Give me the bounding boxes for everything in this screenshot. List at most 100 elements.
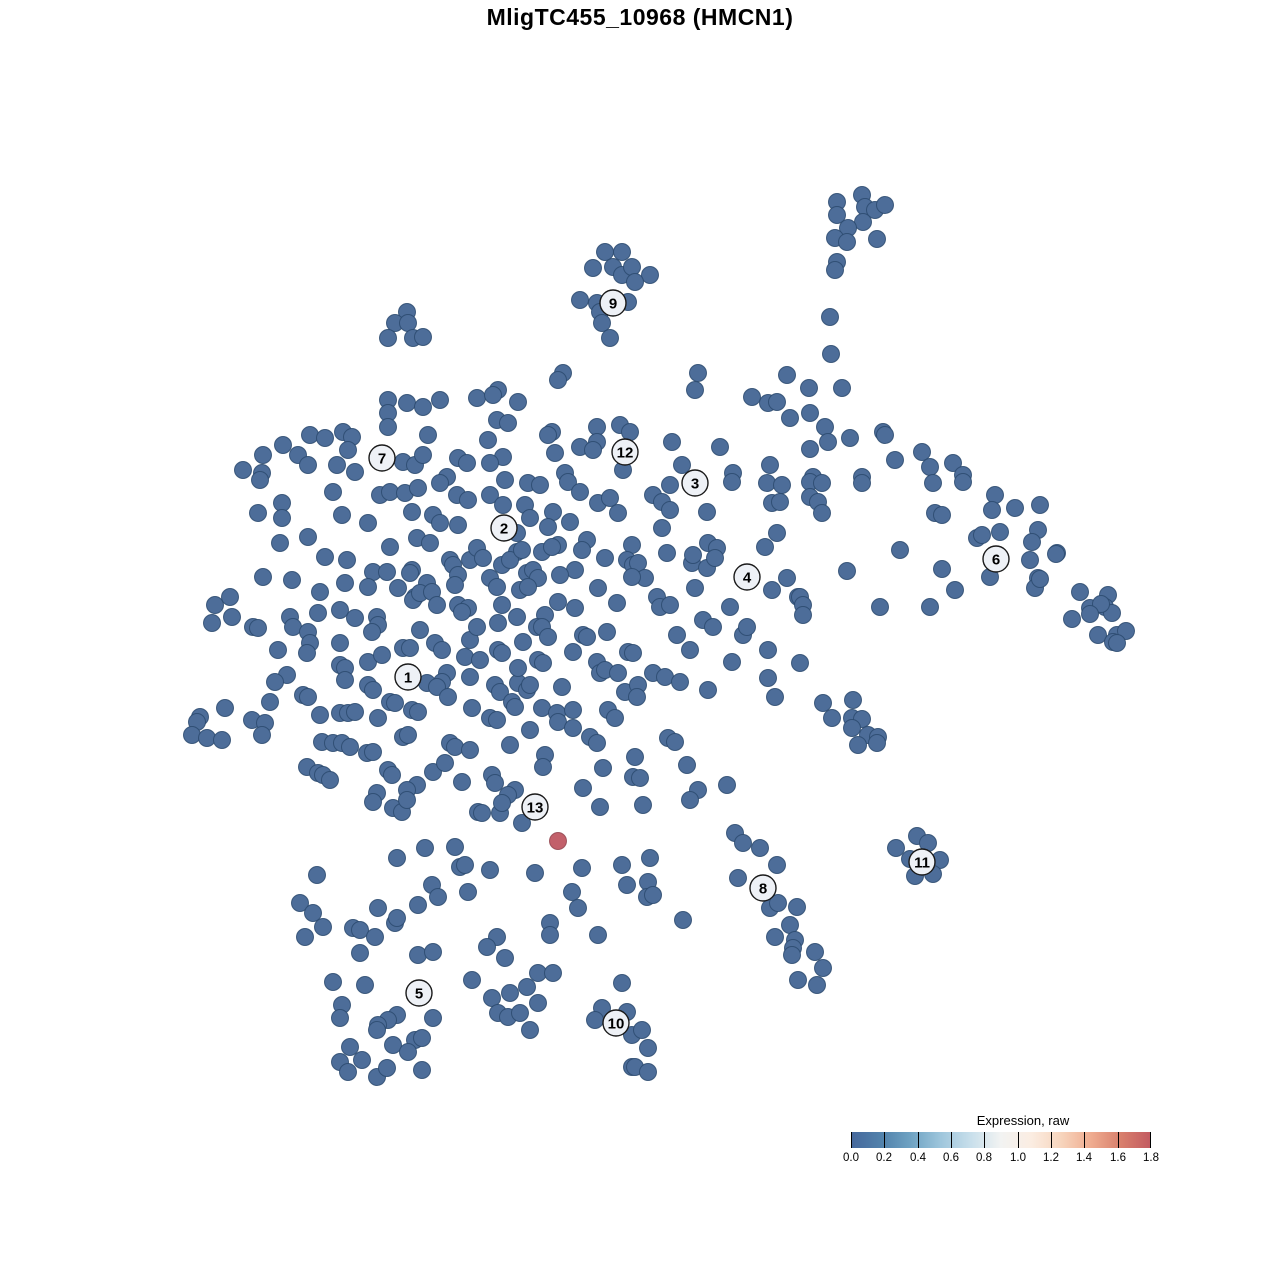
data-point [296, 928, 314, 946]
data-point [564, 719, 582, 737]
legend-tick-mark [1084, 1132, 1085, 1148]
data-point [553, 678, 571, 696]
data-point [588, 734, 606, 752]
data-point [399, 314, 417, 332]
data-point [486, 774, 504, 792]
legend-tick-mark [1018, 1132, 1019, 1148]
legend-tick-label: 1.4 [1076, 1152, 1092, 1164]
data-point [1006, 499, 1024, 517]
data-point [456, 856, 474, 874]
data-point [768, 524, 786, 542]
data-point [544, 964, 562, 982]
data-point [521, 676, 539, 694]
data-point [283, 571, 301, 589]
data-point [686, 579, 704, 597]
data-point [801, 404, 819, 422]
data-point [513, 814, 531, 832]
data-point [933, 560, 951, 578]
legend-tick-label: 1.8 [1143, 1152, 1159, 1164]
data-point [589, 926, 607, 944]
data-point [384, 1036, 402, 1054]
data-point [738, 618, 756, 636]
data-point [778, 366, 796, 384]
data-point [414, 446, 432, 464]
data-point [449, 516, 467, 534]
data-point [386, 694, 404, 712]
data-point [333, 506, 351, 524]
data-point [414, 328, 432, 346]
cluster-label-circle [611, 438, 639, 466]
data-point [838, 233, 856, 251]
data-point [338, 551, 356, 569]
data-point [266, 673, 284, 691]
data-point [801, 440, 819, 458]
data-point [778, 569, 796, 587]
data-point [341, 738, 359, 756]
data-point [309, 604, 327, 622]
data-point [473, 804, 491, 822]
data-point [886, 451, 904, 469]
data-point [398, 394, 416, 412]
data-point [378, 563, 396, 581]
data-point [814, 959, 832, 977]
data-point [686, 381, 704, 399]
data-point [578, 628, 596, 646]
data-point [429, 888, 447, 906]
data-point [493, 596, 511, 614]
data-point [571, 483, 589, 501]
data-point [566, 561, 584, 579]
data-point [428, 596, 446, 614]
data-point [458, 454, 476, 472]
data-point [594, 759, 612, 777]
data-point [526, 864, 544, 882]
data-point [506, 698, 524, 716]
data-point [346, 463, 364, 481]
data-point [431, 391, 449, 409]
data-point [613, 243, 631, 261]
data-point [388, 849, 406, 867]
data-point [633, 1021, 651, 1039]
data-point [983, 501, 1001, 519]
data-point [769, 894, 787, 912]
cluster-label-text: 4 [743, 569, 752, 586]
data-point [789, 971, 807, 989]
data-point [668, 626, 686, 644]
cluster-label-circle [602, 1009, 630, 1037]
data-point [431, 474, 449, 492]
data-point [773, 476, 791, 494]
data-point [1089, 626, 1107, 644]
data-point [571, 291, 589, 309]
data-point [484, 386, 502, 404]
data-point [356, 976, 374, 994]
data-point [921, 598, 939, 616]
data-point [661, 501, 679, 519]
data-point [768, 393, 786, 411]
data-point [623, 258, 641, 276]
data-point [364, 743, 382, 761]
data-point [876, 196, 894, 214]
data-point [631, 769, 649, 787]
data-point [644, 886, 662, 904]
data-point [609, 664, 627, 682]
data-point [1117, 622, 1135, 640]
data-point [413, 1029, 431, 1047]
cluster-label-text: 7 [378, 450, 386, 467]
data-point [813, 504, 831, 522]
data-point [891, 541, 909, 559]
data-point [609, 504, 627, 522]
data-point [381, 483, 399, 501]
data-point [311, 583, 329, 601]
legend-tick-mark [851, 1132, 852, 1148]
data-point [336, 671, 354, 689]
data-point [221, 588, 239, 606]
data-point [569, 899, 587, 917]
data-point [513, 541, 531, 559]
data-point [494, 496, 512, 514]
data-point [183, 726, 201, 744]
data-point [813, 474, 831, 492]
data-point [351, 921, 369, 939]
data-point [543, 538, 561, 556]
data-point [253, 726, 271, 744]
data-point [346, 703, 364, 721]
